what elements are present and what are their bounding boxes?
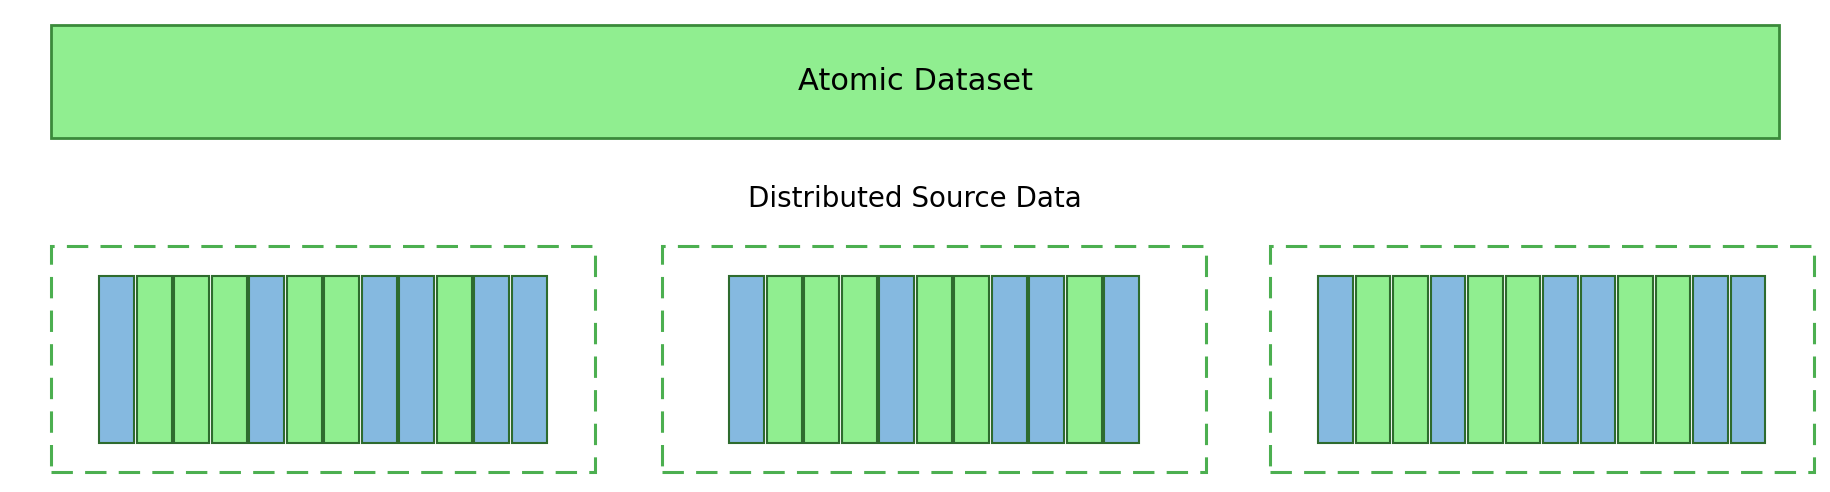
Bar <box>803 276 838 443</box>
Bar <box>728 276 763 443</box>
Bar <box>174 276 209 443</box>
Text: Distributed Source Data: Distributed Source Data <box>748 185 1082 213</box>
Bar <box>1693 276 1728 443</box>
Bar <box>212 276 247 443</box>
Bar <box>1318 276 1352 443</box>
Bar <box>51 246 595 472</box>
Bar <box>1356 276 1391 443</box>
Bar <box>662 246 1206 472</box>
Bar <box>1656 276 1691 443</box>
Bar <box>1105 276 1138 443</box>
Bar <box>287 276 322 443</box>
Bar <box>437 276 472 443</box>
Bar <box>249 276 284 443</box>
Bar <box>474 276 509 443</box>
Bar <box>1506 276 1541 443</box>
Bar <box>362 276 397 443</box>
Bar <box>1067 276 1102 443</box>
Bar <box>917 276 952 443</box>
Text: Atomic Dataset: Atomic Dataset <box>798 67 1032 95</box>
Bar <box>1393 276 1427 443</box>
Bar <box>137 276 172 443</box>
Bar <box>1270 246 1814 472</box>
Bar <box>1731 276 1766 443</box>
Bar <box>1431 276 1466 443</box>
Bar <box>1543 276 1577 443</box>
Bar <box>842 276 877 443</box>
Bar <box>51 25 1779 138</box>
Bar <box>1028 276 1065 443</box>
Bar <box>1581 276 1616 443</box>
Bar <box>99 276 134 443</box>
Bar <box>399 276 434 443</box>
Bar <box>767 276 802 443</box>
Bar <box>878 276 913 443</box>
Bar <box>324 276 359 443</box>
Bar <box>1618 276 1652 443</box>
Bar <box>992 276 1027 443</box>
Bar <box>512 276 547 443</box>
Bar <box>955 276 988 443</box>
Bar <box>1468 276 1502 443</box>
